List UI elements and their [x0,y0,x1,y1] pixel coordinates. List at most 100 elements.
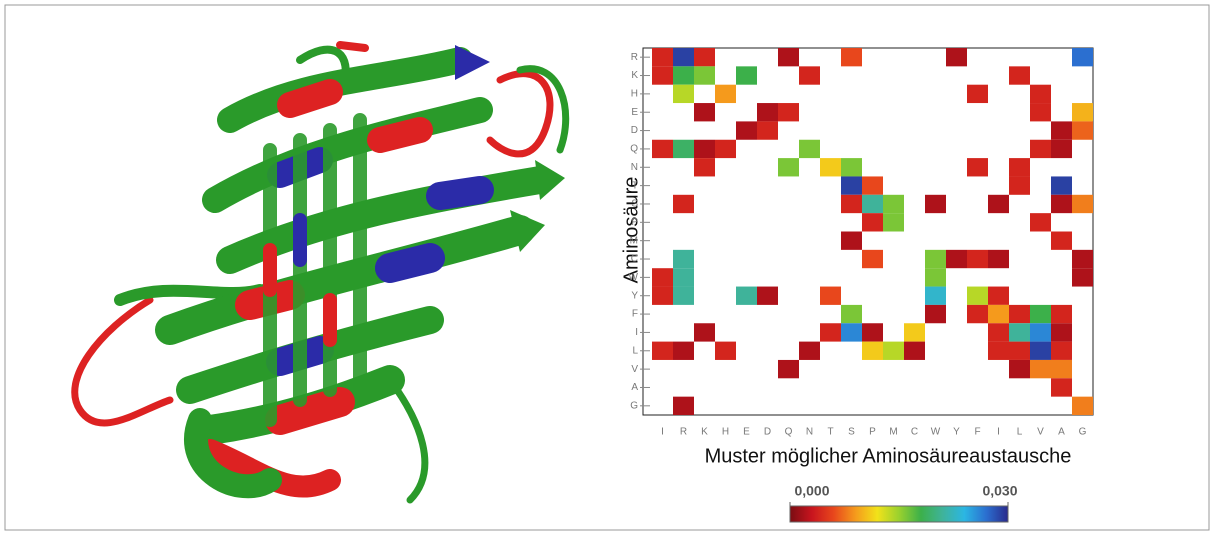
heat-cell [694,66,715,85]
heat-cell [862,194,883,214]
row-label: M [630,235,638,246]
heat-cell [757,121,778,140]
heat-cell [673,286,694,305]
heat-cell [988,249,1009,269]
heat-cell [799,139,820,159]
heat-cell [883,341,904,360]
column-label: S [848,427,855,438]
row-label: Q [630,144,638,155]
heat-cell [820,323,841,342]
heat-cell [715,139,736,159]
column-label: T [827,427,833,438]
row-label: R [631,52,638,63]
heat-cell [862,323,883,342]
heat-cell [1030,213,1051,232]
heat-cell [673,139,694,159]
heat-cell [862,249,883,269]
heat-cell [652,139,673,159]
heat-cell [694,48,715,67]
y-axis-label: Aminosäure [620,177,642,284]
x-axis-label: Muster möglicher Aminosäureaustausche [705,445,1072,467]
heat-cell [778,48,799,67]
heat-cell [1051,341,1072,360]
colorbar-label: 0,000 [794,483,829,499]
heat-cell [1009,304,1030,324]
heat-cell [673,48,694,67]
heat-cell [778,158,799,177]
heat-cell [1051,359,1072,379]
heat-cell [1030,103,1051,122]
heat-cell [904,323,925,342]
heat-cell [694,323,715,342]
column-label: Q [785,427,793,438]
heat-cell [862,213,883,232]
column-label: A [1058,427,1065,438]
row-label: K [631,70,638,81]
heat-cell [1030,341,1051,360]
row-label: F [632,309,638,320]
heat-cell [1030,359,1051,379]
row-label: N [631,162,638,173]
heat-cell [778,103,799,122]
heatmap-frame [642,47,1094,416]
column-label: I [997,427,1000,438]
heat-cell [1072,121,1093,140]
heat-cell [946,48,967,67]
heat-cell [1051,231,1072,250]
heat-cell [841,48,862,67]
heat-cell [925,286,946,305]
heat-cell [736,66,757,85]
heat-cell [715,341,736,360]
heat-cell [967,286,988,305]
heat-cell [1051,378,1072,397]
frame [4,4,1210,531]
row-label: I [635,327,638,338]
heat-cell [988,323,1009,342]
heat-cell [1072,103,1093,122]
heat-cell [925,268,946,287]
heat-cell [799,341,820,360]
heat-cell [1030,139,1051,159]
heat-cell [1009,176,1030,195]
heat-cell [841,231,862,250]
heat-cell [736,121,757,140]
heat-cell [1009,66,1030,85]
heat-cell [904,341,925,360]
heat-cell [652,286,673,305]
row-label: G [630,400,638,411]
row-label: D [631,125,638,136]
heat-cell [988,286,1009,305]
heat-cell [757,286,778,305]
heat-cell [988,341,1009,360]
heat-cell [1009,341,1030,360]
heat-cell [841,194,862,214]
heat-cell [652,268,673,287]
column-label: K [701,427,708,438]
heat-cell [967,304,988,324]
colorbar-label: 0,030 [982,483,1017,499]
column-label: E [743,427,750,438]
heat-cell [1072,48,1093,67]
column-label: L [1017,427,1023,438]
heat-cell [1009,158,1030,177]
column-label: I [661,427,664,438]
heat-cell [925,249,946,269]
row-label: T [632,180,638,191]
heat-cell [820,286,841,305]
heat-cell [673,66,694,85]
heat-cell [967,158,988,177]
heat-cell [1051,194,1072,214]
heat-cell [673,194,694,214]
colorbar [789,505,1009,523]
heat-cell [1072,396,1093,415]
column-label: H [722,427,729,438]
heat-cell [694,158,715,177]
row-label: C [631,254,638,265]
heat-cell [652,341,673,360]
heat-cell [1009,359,1030,379]
protein-ribbon [71,41,570,504]
heat-cell [673,341,694,360]
column-label: N [806,427,813,438]
heat-cell [1051,323,1072,342]
